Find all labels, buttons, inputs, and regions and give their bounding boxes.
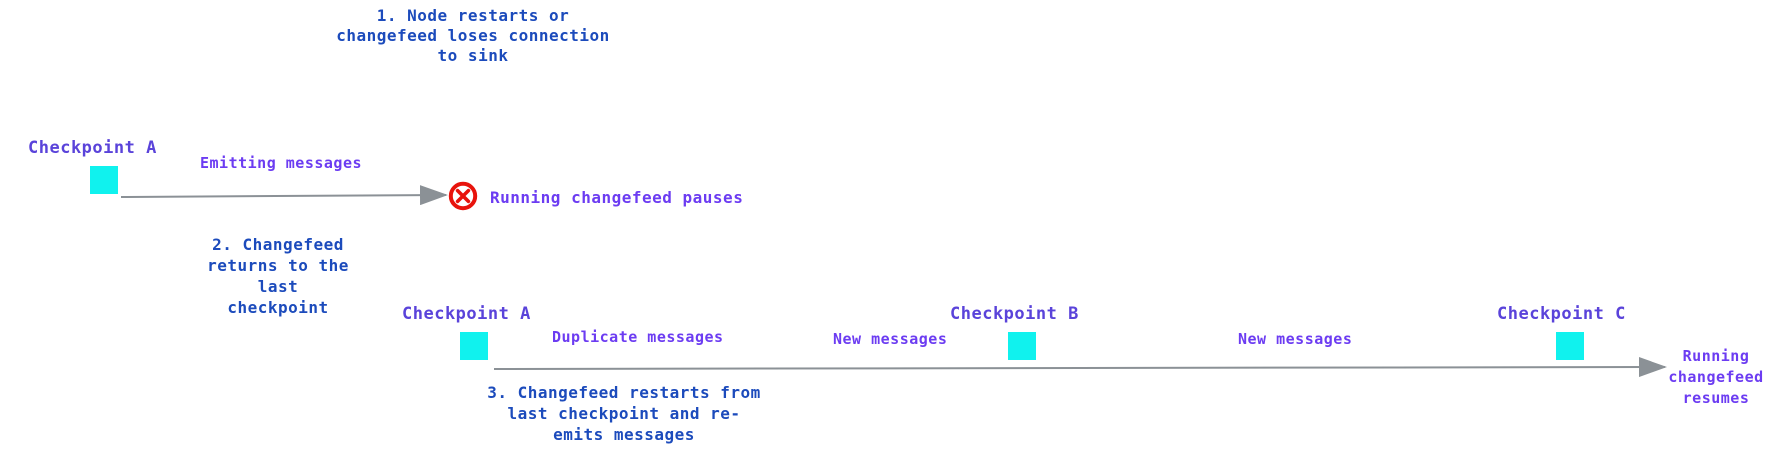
new-messages-label-2: New messages (1238, 330, 1353, 348)
changefeed-resumes-label: Running changefeed resumes (1668, 347, 1764, 407)
checkpoint-b-label: Checkpoint B (950, 304, 1079, 324)
checkpoint-c-marker (1556, 332, 1584, 360)
checkpoint-c-label: Checkpoint C (1497, 304, 1626, 324)
duplicate-messages-label: Duplicate messages (552, 328, 724, 346)
emitting-messages-label: Emitting messages (200, 154, 363, 172)
step-1-annotation: 1. Node restarts or changefeed loses con… (336, 6, 610, 65)
checkpoint-a2-label: Checkpoint A (402, 304, 531, 324)
paused-timeline-arrow (120, 185, 448, 206)
step-3-annotation: 3. Changefeed restarts from last checkpo… (487, 383, 761, 444)
new-messages-label-1: New messages (833, 330, 948, 348)
error-cross-icon (448, 181, 478, 211)
checkpoint-a-marker (90, 166, 118, 194)
resumed-timeline-arrow (493, 357, 1667, 378)
step-2-annotation: 2. Changefeed returns to the last checkp… (207, 235, 349, 317)
changefeed-pauses-label: Running changefeed pauses (490, 188, 744, 207)
checkpoint-a-label: Checkpoint A (28, 138, 157, 158)
checkpoint-a2-marker (460, 332, 488, 360)
checkpoint-b-marker (1008, 332, 1036, 360)
